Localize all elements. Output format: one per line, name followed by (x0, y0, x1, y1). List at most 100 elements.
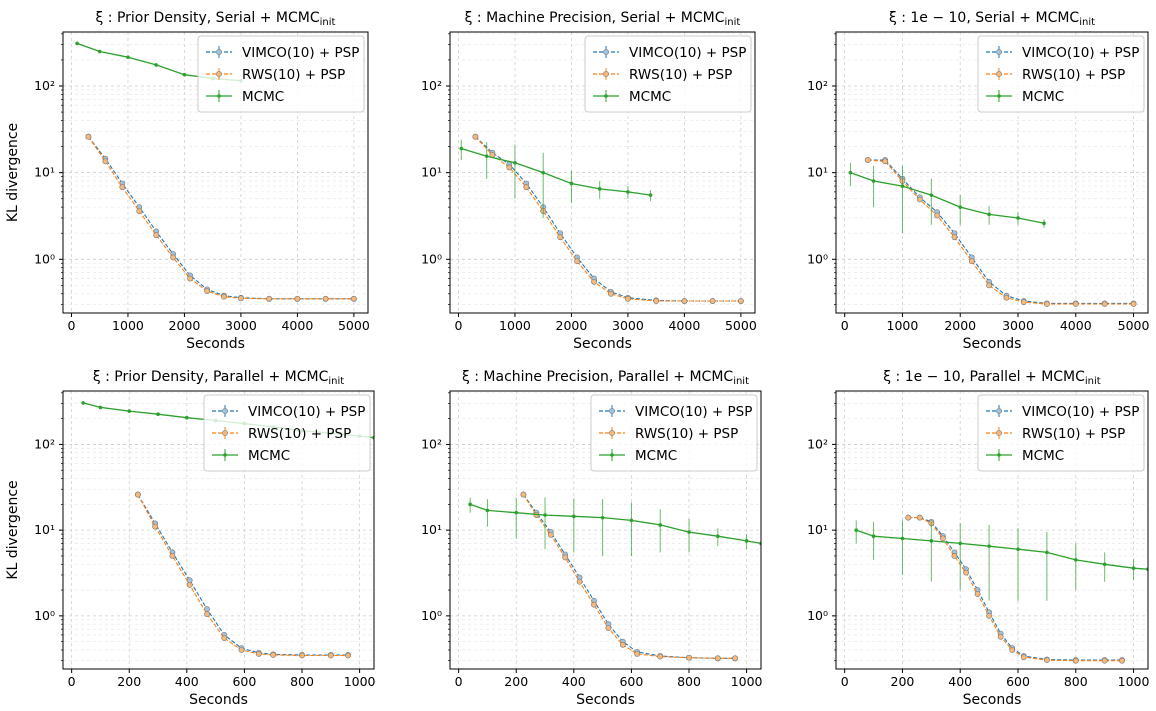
line-rws (867, 159, 1134, 305)
y-tick-label: 10¹ (34, 522, 55, 537)
y-tick-label: 10¹ (807, 165, 828, 180)
legend-marker-mcmc (217, 94, 221, 98)
point-rws (934, 212, 941, 219)
point-mcmc (569, 181, 574, 186)
panel-title-subscript: init (320, 17, 336, 28)
point-rws (238, 647, 245, 653)
point-mcmc (629, 518, 634, 523)
point-rws (238, 295, 244, 302)
x-axis-label: Seconds (576, 692, 635, 708)
legend-marker-rws (222, 430, 228, 436)
legend-label-vimco: VIMCO(10) + PSP (242, 45, 359, 61)
point-mcmc (871, 534, 876, 538)
line-mcmc (461, 147, 651, 196)
point-rws (968, 258, 975, 265)
point-mcmc (1042, 221, 1046, 226)
point-rws (204, 611, 210, 617)
x-tick-label: 0 (68, 674, 76, 689)
point-rws (562, 554, 569, 561)
x-axis-label: Seconds (186, 336, 245, 352)
point-rws (1072, 301, 1079, 307)
line-mcmc (850, 171, 1045, 224)
point-mcmc (156, 412, 160, 417)
legend-marker-mcmc (997, 94, 1001, 98)
x-tick-label: 600 (1006, 674, 1030, 689)
point-rws (864, 157, 871, 163)
point-rws (576, 578, 583, 585)
panel-1: 0 1000 2000 3000 4000 5000 10⁰ 10¹ 10² ξ : Prior … (5, 10, 370, 352)
point-mcmc (1131, 566, 1136, 570)
y-tick-label: 10⁰ (34, 251, 55, 266)
point-mcmc (648, 193, 653, 197)
legend-label-mcmc: MCMC (248, 448, 290, 464)
point-rws (905, 514, 912, 521)
legend-label-rws: RWS(10) + PSP (635, 426, 738, 442)
point-rws (951, 553, 958, 559)
point-mcmc (541, 170, 545, 175)
point-rws (119, 184, 126, 191)
point-rws (1043, 301, 1050, 307)
point-rws (506, 164, 513, 171)
line-vimco (908, 517, 1122, 661)
point-rws (1101, 657, 1108, 664)
x-tick-label: 3000 (225, 318, 257, 333)
point-rws (266, 295, 273, 302)
panel-3: 0 1000 2000 3000 4000 5000 10⁰ 10¹ 10² ξ : 1e − 1… (807, 10, 1149, 352)
panel-title-subscript: init (724, 17, 740, 28)
point-rws (134, 491, 141, 498)
series-group (854, 514, 1148, 664)
x-tick-label: 0 (841, 318, 849, 333)
panel-title: ξ : Prior Density, Serial + MCMCinit (96, 10, 336, 28)
legend-marker-rws (603, 71, 609, 77)
legend-label-vimco: VIMCO(10) + PSP (248, 404, 365, 420)
point-mcmc (127, 409, 132, 413)
legend: VIMCO(10) + PSP RWS(10) + PSP MCMC (197, 35, 365, 113)
legend: VIMCO(10) + PSP RWS(10) + PSP MCMC (977, 35, 1145, 113)
point-rws (1072, 657, 1079, 664)
legend-marker-mcmc (997, 453, 1001, 457)
point-rws (619, 641, 626, 648)
point-rws (1119, 657, 1125, 664)
point-rws (327, 652, 334, 659)
y-tick-label: 10² (421, 436, 442, 451)
point-rws (472, 133, 479, 140)
point-mcmc (1045, 550, 1049, 555)
x-tick-label: 1000 (887, 318, 919, 333)
y-tick-label: 10² (34, 78, 55, 93)
point-rws (709, 298, 716, 304)
x-tick-label: 1000 (731, 674, 763, 689)
x-axis-label: Seconds (963, 336, 1022, 352)
y-tick-label: 10⁰ (807, 251, 828, 266)
x-tick-label: 400 (562, 674, 586, 689)
point-mcmc (1016, 216, 1020, 220)
point-mcmc (900, 536, 905, 541)
x-tick-label: 3000 (1002, 318, 1034, 333)
point-rws (169, 553, 176, 559)
x-tick-label: 800 (1064, 674, 1088, 689)
point-mcmc (958, 541, 963, 546)
point-rws (1020, 654, 1027, 661)
x-tick-label: 0 (841, 674, 849, 689)
x-tick-label: 1000 (344, 674, 376, 689)
line-rws (474, 136, 741, 302)
point-mcmc (514, 510, 519, 515)
panel-title-subscript: init (328, 376, 344, 387)
x-tick-label: 400 (175, 674, 199, 689)
point-mcmc (987, 212, 991, 217)
point-mcmc (185, 415, 189, 420)
x-tick-label: 1000 (499, 318, 531, 333)
point-rws (255, 651, 262, 657)
point-rws (547, 532, 554, 538)
point-rws (916, 514, 923, 521)
point-rws (204, 288, 210, 294)
point-rws (1043, 657, 1050, 663)
point-rws (85, 133, 92, 140)
point-rws (322, 295, 329, 302)
panel-title-subscript: init (1085, 376, 1101, 387)
y-tick-label: 10² (421, 78, 442, 93)
point-rws (187, 275, 193, 282)
x-tick-label: 4000 (1060, 318, 1092, 333)
x-tick-label: 2000 (169, 318, 201, 333)
x-tick-label: 3000 (612, 318, 644, 333)
legend-label-mcmc: MCMC (1022, 89, 1064, 105)
